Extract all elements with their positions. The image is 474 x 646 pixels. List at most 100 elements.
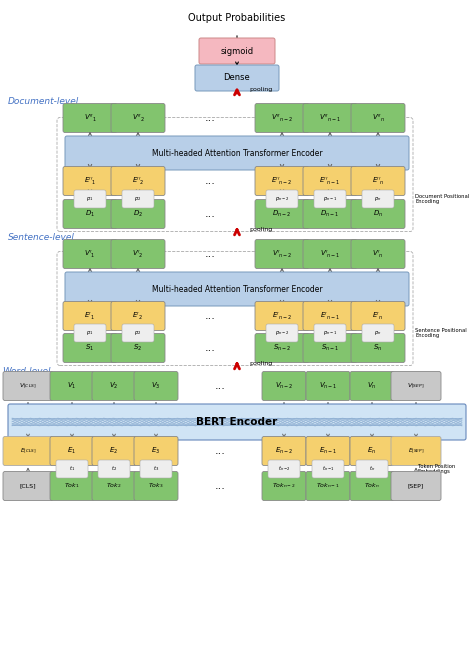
FancyBboxPatch shape — [306, 472, 350, 501]
FancyBboxPatch shape — [391, 437, 441, 466]
FancyBboxPatch shape — [350, 371, 394, 401]
Text: $E''_1$: $E''_1$ — [84, 176, 96, 187]
FancyBboxPatch shape — [303, 240, 357, 269]
FancyBboxPatch shape — [122, 324, 154, 342]
FancyBboxPatch shape — [362, 190, 394, 208]
FancyBboxPatch shape — [63, 302, 117, 331]
FancyBboxPatch shape — [303, 167, 357, 196]
FancyBboxPatch shape — [111, 302, 165, 331]
Text: pooling: pooling — [249, 87, 272, 92]
Text: Output Probabilities: Output Probabilities — [188, 13, 286, 23]
Text: $E_n$: $E_n$ — [367, 446, 377, 456]
FancyBboxPatch shape — [351, 200, 405, 229]
Text: $V'_{n-2}$: $V'_{n-2}$ — [272, 249, 292, 260]
FancyBboxPatch shape — [111, 103, 165, 132]
Text: $E''_n$: $E''_n$ — [372, 176, 384, 187]
Text: $S_{n-1}$: $S_{n-1}$ — [321, 343, 339, 353]
Text: $E_1$: $E_1$ — [67, 446, 76, 456]
Text: pooling: pooling — [249, 360, 272, 366]
FancyBboxPatch shape — [65, 136, 409, 170]
FancyBboxPatch shape — [65, 272, 409, 306]
Text: $V''_1$: $V''_1$ — [83, 112, 96, 123]
Text: [CLS]: [CLS] — [20, 483, 36, 488]
FancyBboxPatch shape — [50, 371, 94, 401]
Text: $D_{n-2}$: $D_{n-2}$ — [273, 209, 292, 219]
Text: $S_n$: $S_n$ — [374, 343, 383, 353]
Text: $t_{n-2}$: $t_{n-2}$ — [278, 464, 291, 474]
FancyBboxPatch shape — [255, 240, 309, 269]
Text: Document-level: Document-level — [8, 98, 79, 107]
Text: $E''_{n-1}$: $E''_{n-1}$ — [319, 176, 341, 187]
Text: $E_{n-2}$: $E_{n-2}$ — [275, 446, 293, 456]
Text: $V'_2$: $V'_2$ — [132, 249, 144, 260]
FancyBboxPatch shape — [306, 437, 350, 466]
Text: $E_{n-1}$: $E_{n-1}$ — [319, 446, 337, 456]
FancyBboxPatch shape — [303, 200, 357, 229]
FancyBboxPatch shape — [255, 103, 309, 132]
Text: $V'_n$: $V'_n$ — [372, 249, 384, 260]
Text: pooling: pooling — [249, 227, 272, 231]
FancyBboxPatch shape — [255, 167, 309, 196]
Text: $E''_{n-2}$: $E''_{n-2}$ — [271, 176, 293, 187]
Text: $V_{[CLS]}$: $V_{[CLS]}$ — [19, 381, 37, 391]
Text: $p_{n-2}$: $p_{n-2}$ — [275, 329, 289, 337]
Text: $V''_{n-1}$: $V''_{n-1}$ — [319, 112, 341, 123]
FancyBboxPatch shape — [262, 437, 306, 466]
FancyBboxPatch shape — [314, 324, 346, 342]
FancyBboxPatch shape — [268, 460, 300, 478]
Text: ...: ... — [215, 481, 226, 491]
FancyBboxPatch shape — [140, 460, 172, 478]
FancyBboxPatch shape — [63, 103, 117, 132]
Text: $D_1$: $D_1$ — [85, 209, 95, 219]
Text: $E'_2$: $E'_2$ — [132, 310, 144, 322]
FancyBboxPatch shape — [262, 472, 306, 501]
Text: $V_n$: $V_n$ — [367, 381, 377, 391]
Text: [SEP]: [SEP] — [408, 483, 424, 488]
FancyBboxPatch shape — [92, 472, 136, 501]
FancyBboxPatch shape — [255, 200, 309, 229]
Text: Multi-headed Attention Transformer Encoder: Multi-headed Attention Transformer Encod… — [152, 149, 322, 158]
Text: $p_{n-1}$: $p_{n-1}$ — [323, 329, 337, 337]
Text: $p_n$: $p_n$ — [374, 195, 382, 203]
FancyBboxPatch shape — [63, 167, 117, 196]
FancyBboxPatch shape — [134, 371, 178, 401]
FancyBboxPatch shape — [3, 437, 53, 466]
FancyBboxPatch shape — [314, 190, 346, 208]
FancyBboxPatch shape — [111, 240, 165, 269]
FancyBboxPatch shape — [50, 472, 94, 501]
FancyBboxPatch shape — [255, 333, 309, 362]
Text: BERT Encoder: BERT Encoder — [196, 417, 278, 427]
FancyBboxPatch shape — [351, 240, 405, 269]
FancyBboxPatch shape — [266, 190, 298, 208]
Text: ...: ... — [205, 176, 216, 186]
FancyBboxPatch shape — [350, 472, 394, 501]
Text: $Tok_{n-2}$: $Tok_{n-2}$ — [272, 481, 296, 490]
FancyBboxPatch shape — [98, 460, 130, 478]
Text: $p_{n-1}$: $p_{n-1}$ — [323, 195, 337, 203]
Text: $t_n$: $t_n$ — [369, 464, 375, 474]
Text: $E_3$: $E_3$ — [151, 446, 161, 456]
Text: $E'_1$: $E'_1$ — [84, 310, 96, 322]
FancyBboxPatch shape — [312, 460, 344, 478]
Text: Dense: Dense — [224, 74, 250, 83]
FancyBboxPatch shape — [303, 333, 357, 362]
Text: Sentence-level: Sentence-level — [8, 233, 75, 242]
Text: $p_{n-2}$: $p_{n-2}$ — [275, 195, 289, 203]
FancyBboxPatch shape — [63, 333, 117, 362]
Text: $V_{n-2}$: $V_{n-2}$ — [275, 381, 293, 391]
FancyBboxPatch shape — [303, 302, 357, 331]
Text: Word-level: Word-level — [2, 368, 51, 377]
Text: $t_1$: $t_1$ — [69, 464, 75, 474]
FancyBboxPatch shape — [134, 472, 178, 501]
Text: $V_1$: $V_1$ — [67, 381, 77, 391]
FancyBboxPatch shape — [199, 38, 275, 64]
Text: $p_n$: $p_n$ — [374, 329, 382, 337]
Text: $E_{[SEP]}$: $E_{[SEP]}$ — [408, 446, 424, 455]
Text: $V_{[SEP]}$: $V_{[SEP]}$ — [407, 381, 425, 391]
Text: ...: ... — [205, 343, 216, 353]
Text: $Tok_3$: $Tok_3$ — [148, 481, 164, 490]
Text: $Tok_2$: $Tok_2$ — [106, 481, 122, 490]
Text: Token Position
Embeddings: Token Position Embeddings — [418, 464, 455, 474]
Text: $E'_n$: $E'_n$ — [373, 310, 383, 322]
Text: $V_2$: $V_2$ — [109, 381, 118, 391]
